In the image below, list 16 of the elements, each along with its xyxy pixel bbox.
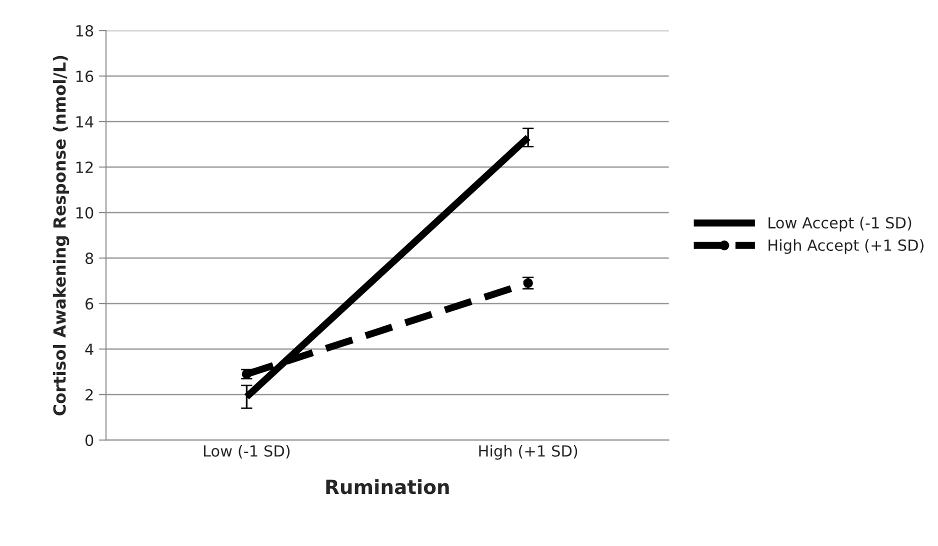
legend-label: Low Accept (-1 SD) — [768, 216, 912, 232]
y-tick-label: 8 — [86, 252, 94, 264]
y-tick-label: 14 — [76, 116, 94, 128]
y-tick-label: 6 — [86, 298, 94, 310]
y-tick-label: 16 — [76, 70, 94, 82]
x-tick-label: Low (-1 SD) — [204, 444, 290, 459]
y-tick-label: 2 — [86, 389, 93, 400]
y-axis-title: Cortisol Awakening Response (nmol/L) — [52, 56, 70, 416]
y-tick-label: 4 — [85, 344, 94, 355]
x-tick-label: High (+1 SD) — [479, 444, 578, 460]
y-tick-label: 10 — [76, 207, 94, 219]
y-tick-label: 12 — [76, 162, 93, 173]
y-tick-label: 18 — [76, 25, 94, 37]
legend-label: High Accept (+1 SD) — [768, 239, 924, 254]
x-axis-title: Rumination — [326, 479, 449, 494]
y-tick-label: 0 — [85, 434, 94, 446]
